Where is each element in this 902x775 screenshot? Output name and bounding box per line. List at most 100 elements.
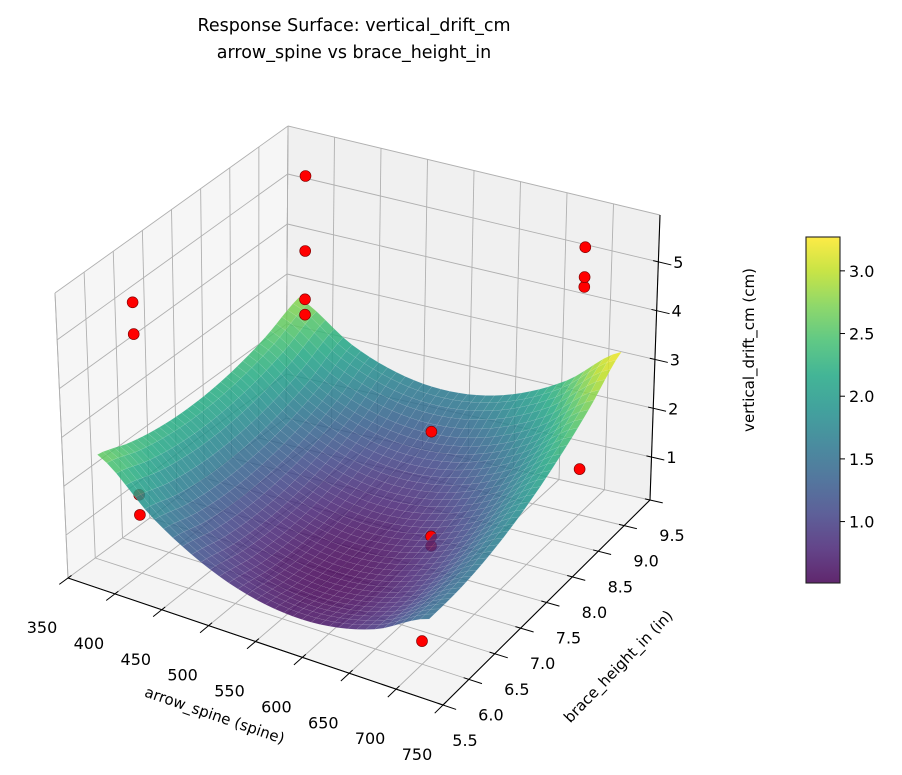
x-tick-mark	[340, 669, 353, 682]
y-tick-label: 6.5	[504, 680, 529, 699]
surface-and-points	[96, 170, 623, 647]
surface-cell	[256, 411, 272, 428]
z-tick-mark	[646, 455, 665, 461]
tick-labels: 350 400 450 500 550 600 650 700 750 5.56.06.57.07…	[27, 253, 685, 764]
surface-cell	[218, 393, 234, 408]
y-tick-label: 9.5	[659, 526, 684, 545]
surface-cell	[179, 473, 195, 489]
surface-cell	[419, 613, 436, 620]
chart-title: Response Surface: vertical_drift_cm	[197, 16, 510, 36]
surface-cell	[236, 412, 252, 429]
y-tick-label: 7.5	[556, 629, 581, 648]
data-point	[134, 509, 146, 521]
z-tick-mark	[653, 260, 672, 266]
surface-cell	[221, 407, 238, 423]
colorbar-tick-label: 2.0	[849, 387, 874, 406]
y-tick-mark	[463, 677, 483, 685]
back-gridline-x	[604, 203, 614, 490]
floor-gridline-y	[95, 557, 470, 680]
x-tick-label: 700	[355, 729, 386, 748]
surface-cell	[601, 359, 617, 373]
x-tick-mark	[199, 622, 213, 634]
data-point	[126, 296, 139, 309]
x-tick-mark	[246, 638, 260, 650]
left-gridline-z	[63, 323, 287, 487]
surface-cell	[273, 336, 289, 353]
data-point	[299, 245, 312, 257]
z-tick-label: 1	[666, 448, 676, 467]
surface-cell	[126, 465, 143, 480]
y-tick-mark	[644, 498, 663, 504]
surface-cell	[430, 603, 446, 610]
surface-cell	[207, 402, 223, 418]
z-tick-mark	[651, 308, 670, 315]
surface-cell	[201, 407, 217, 422]
back-gridline-z	[287, 173, 659, 263]
surface-cell	[535, 470, 552, 481]
y-tick-label: 6.0	[478, 705, 503, 724]
colorbar-tick-label: 1.0	[849, 513, 874, 532]
x-tick-mark	[434, 701, 447, 714]
x-tick-mark	[58, 575, 72, 585]
colorbar-tick-label: 3.0	[849, 262, 874, 281]
surface-cell	[177, 490, 194, 505]
left-gridline-y	[83, 272, 96, 559]
x-tick-label: 750	[402, 745, 433, 764]
surface-cell	[234, 432, 250, 448]
z-tick-mark	[649, 357, 668, 363]
z-tick-label: 2	[668, 399, 678, 418]
surface-cell	[230, 417, 247, 434]
left-gridline-z	[56, 173, 288, 341]
surface-cell	[162, 434, 179, 449]
y-tick-label: 8.0	[582, 603, 607, 622]
surface-cell	[207, 454, 223, 470]
x-tick-label: 650	[308, 713, 339, 732]
surface-cell	[223, 388, 240, 403]
data-point	[127, 328, 140, 340]
colorbar: 1.0 1.5 2.0 2.5 3.0	[805, 236, 874, 584]
y-tick-mark	[618, 523, 638, 530]
data-point	[578, 271, 591, 283]
data-point	[416, 635, 428, 647]
data-point	[578, 281, 591, 293]
data-point	[299, 293, 311, 306]
surface-cell	[568, 418, 584, 431]
surface-cell	[151, 487, 168, 502]
x-tick-label: 350	[27, 618, 58, 637]
surface-cell	[562, 427, 579, 440]
surface-cell	[134, 449, 151, 463]
x-tick-label: 500	[167, 666, 198, 685]
colorbar-tick-label: 2.5	[849, 325, 874, 344]
surface-cell	[590, 379, 606, 393]
z-tick-label: 3	[670, 351, 680, 370]
surface-cell	[240, 427, 256, 444]
surface-cell	[168, 431, 184, 445]
surface-cell	[482, 544, 499, 553]
surface-cell	[153, 516, 170, 530]
colorbar-gradient	[805, 236, 841, 584]
surface-cell	[252, 396, 269, 413]
x-tick-label: 450	[121, 650, 152, 669]
y-axis-label: brace_height_in (in)	[560, 607, 677, 727]
pane-edge	[54, 292, 69, 579]
z-tick-mark	[647, 406, 667, 412]
left-gridline-y	[112, 251, 123, 539]
data-point	[573, 463, 586, 475]
y-tick-mark	[592, 549, 612, 555]
pane-edge	[54, 125, 289, 294]
surface-cell	[199, 476, 216, 491]
x-tick-label: 400	[74, 634, 105, 653]
y-tick-mark	[567, 575, 586, 581]
y-tick-label: 9.0	[633, 552, 658, 571]
data-point	[299, 170, 312, 182]
axis-lines	[58, 214, 672, 714]
surface-cell	[96, 451, 113, 464]
surface-cell	[201, 458, 217, 474]
z-tick-label: 4	[672, 302, 682, 321]
pane-edge	[287, 125, 661, 216]
x-tick-mark	[293, 653, 307, 666]
data-point	[579, 241, 592, 253]
surface-cell	[277, 351, 293, 368]
left-gridline-z	[59, 223, 288, 390]
